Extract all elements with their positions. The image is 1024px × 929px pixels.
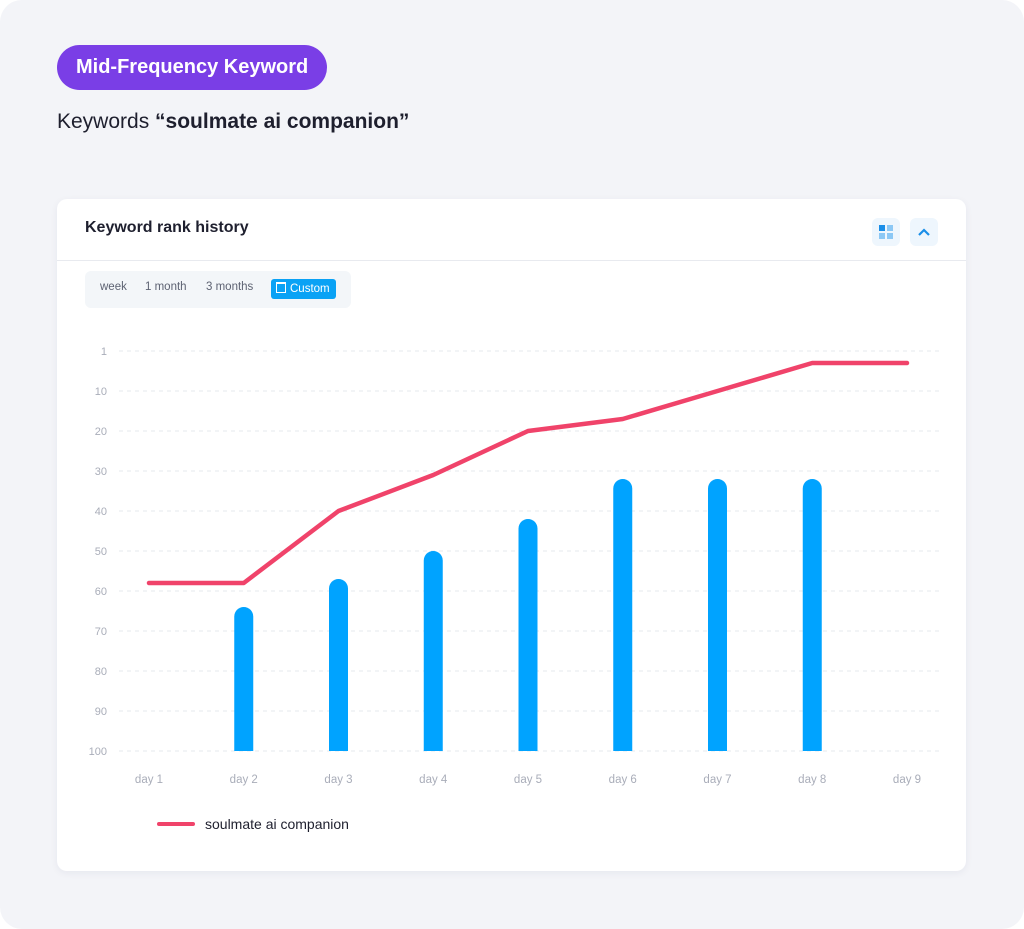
rank-line [146,360,910,586]
frequency-badge: Mid-Frequency Keyword [57,45,328,90]
rank-history-card: Keyword rank history week 1 month 3 mont… [57,199,966,871]
y-tick-label: 1 [101,346,107,358]
y-tick-label: 70 [95,626,107,638]
range-tabs: week 1 month 3 months Custom [85,271,351,308]
tab-week[interactable]: week [100,281,127,293]
calendar-icon [276,282,286,293]
y-tick-label: 90 [95,706,107,718]
grid-icon [879,225,893,239]
x-tick-label: day 5 [514,774,542,786]
bar [613,479,633,751]
y-tick-label: 60 [95,586,107,598]
chevron-up-icon [918,228,930,236]
keyword-heading: Keywords “soulmate ai companion” [57,110,409,134]
bar [708,479,727,751]
legend-label: soulmate ai companion [205,816,349,832]
legend: soulmate ai companion [157,816,349,832]
y-tick-label: 10 [95,386,107,398]
collapse-button[interactable] [910,218,938,246]
x-tick-label: day 8 [798,774,826,786]
header-divider [57,260,966,261]
x-tick-label: day 4 [419,774,448,786]
bar [329,579,348,751]
legend-swatch [157,822,195,826]
y-tick-label: 80 [95,666,107,678]
bar [802,479,822,751]
y-tick-label: 30 [95,466,107,478]
y-tick-label: 50 [95,546,107,558]
y-tick-label: 40 [95,506,107,518]
x-tick-label: day 6 [609,774,637,786]
x-tick-label: day 7 [703,774,731,786]
y-tick-label: 20 [95,426,107,438]
x-tick-label: day 2 [230,774,258,786]
keyword-text: “soulmate ai companion” [155,110,410,133]
card-title: Keyword rank history [85,219,249,236]
tab-custom[interactable]: Custom [271,279,336,299]
x-tick-label: day 3 [324,774,352,786]
tab-3-months[interactable]: 3 months [206,281,254,293]
rank-chart: 1 10 20 30 40 50 60 70 80 90 100 day 1 day 2 day 3 day… [89,346,939,786]
bar [423,551,443,751]
tab-1-month[interactable]: 1 month [145,281,187,293]
y-tick-label: 100 [89,746,107,758]
tab-custom-label: Custom [290,283,330,295]
bar [234,607,254,751]
grid-view-button[interactable] [872,218,900,246]
x-tick-label: day 9 [893,774,921,786]
bar [518,519,538,751]
x-tick-label: day 1 [135,774,163,786]
keyword-prefix: Keywords [57,110,150,133]
